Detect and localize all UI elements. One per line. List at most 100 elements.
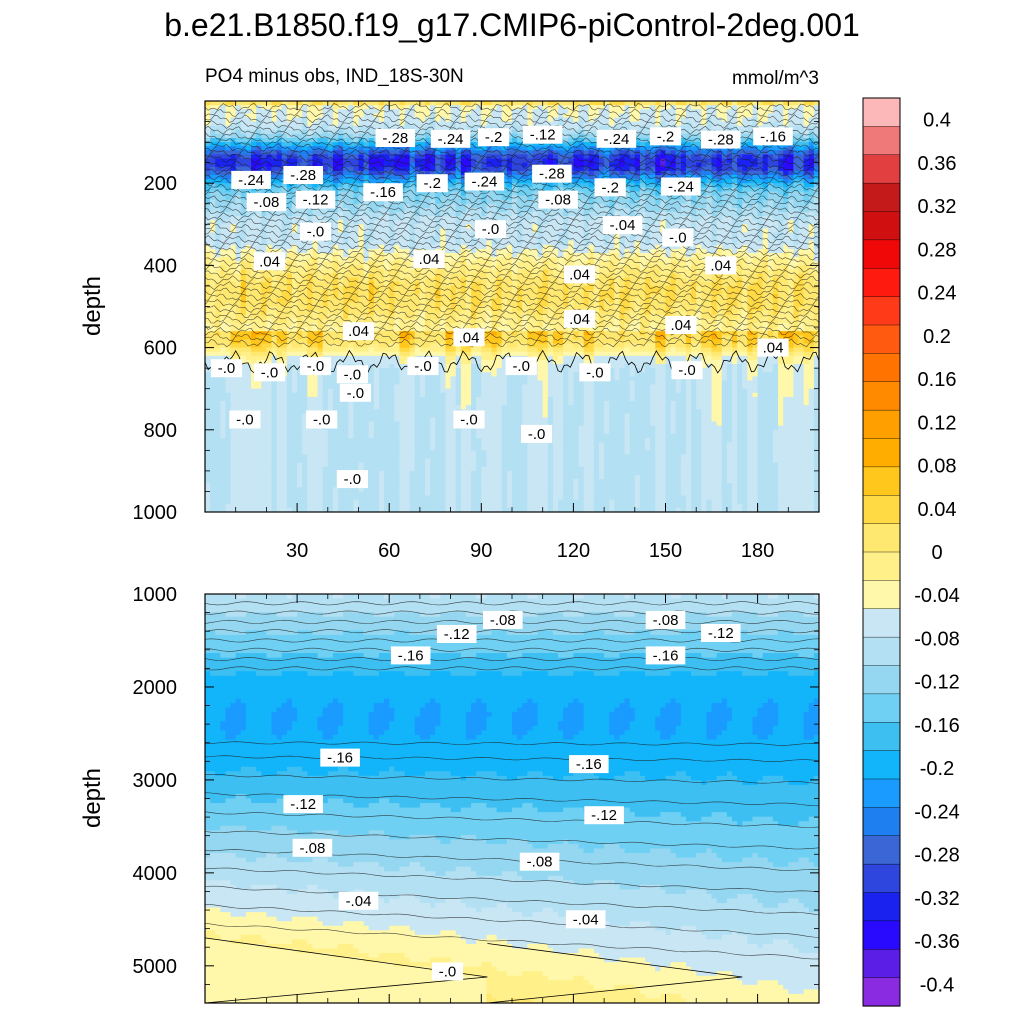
upper-fill-cell [240,339,247,345]
upper-fill-cell [271,277,278,283]
upper-fill-cell [205,195,211,201]
upper-fill-cell [205,376,211,382]
upper-fill-cell [302,339,308,345]
upper-fill-cell [419,125,426,131]
upper-fill-cell [261,109,267,114]
upper-fill-cell [363,105,370,110]
upper-fill-cell [404,244,411,250]
upper-fill-cell [430,421,436,427]
upper-fill-cell [215,470,221,476]
upper-fill-cell [373,203,380,209]
upper-fill-cell [215,166,221,172]
upper-fill-cell [312,405,319,410]
upper-fill-cell [455,401,462,406]
upper-fill-cell [414,425,421,431]
upper-fill-cell [332,331,339,336]
upper-fill-cell [399,265,406,271]
upper-fill-cell [297,421,303,427]
upper-fill-cell [322,466,329,472]
upper-fill-cell [373,491,380,497]
upper-fill-cell [261,146,267,151]
upper-fill-cell [312,133,319,139]
upper-fill-cell [240,351,247,357]
upper-fill-cell [215,466,221,472]
upper-fill-cell [302,113,308,119]
upper-fill-cell [419,499,426,505]
upper-fill-cell [414,195,421,201]
upper-fill-cell [317,405,324,410]
upper-fill-cell [399,166,406,172]
upper-fill-cell [445,503,452,509]
upper-fill-cell [215,133,221,139]
upper-fill-cell [281,281,288,287]
upper-fill-cell [225,261,232,266]
upper-fill-cell [220,125,227,131]
upper-fill-cell [245,306,252,312]
upper-fill-cell [225,429,232,435]
upper-fill-cell [399,409,406,414]
upper-fill-cell [338,191,344,197]
upper-fill-cell [240,405,247,410]
upper-fill-cell [276,446,283,451]
upper-fill-cell [430,281,436,287]
upper-fill-cell [210,438,216,443]
upper-fill-cell [445,355,452,361]
upper-fill-cell [409,183,416,188]
upper-fill-cell [256,438,262,443]
upper-fill-cell [394,372,401,377]
upper-fill-cell [307,446,314,451]
upper-fill-cell [276,290,283,295]
upper-fill-cell [404,376,411,382]
upper-fill-cell [425,232,431,238]
upper-fill-cell [276,401,283,406]
upper-fill-cell [363,203,370,209]
upper-fill-cell [220,409,227,414]
upper-fill-cell [440,306,447,312]
upper-fill-cell [348,137,354,143]
upper-fill-cell [435,401,441,406]
upper-fill-cell [210,101,216,106]
upper-fill-cell [435,322,441,328]
upper-fill-cell [384,359,390,365]
upper-fill-cell [445,248,452,254]
upper-fill-cell [419,298,426,303]
upper-fill-cell [435,491,441,497]
upper-fill-cell [271,438,278,443]
upper-fill-cell [291,121,298,127]
upper-fill-cell [235,265,242,271]
upper-fill-cell [281,454,288,460]
upper-fill-cell [261,162,267,168]
upper-fill-cell [338,199,344,205]
upper-fill-cell [327,401,334,406]
upper-fill-cell [225,331,232,336]
upper-fill-cell [266,396,273,402]
upper-fill-cell [332,372,339,377]
upper-fill-cell [450,224,457,230]
upper-fill-cell [332,261,339,266]
upper-fill-cell [430,232,436,238]
upper-fill-cell [286,335,293,340]
upper-fill-cell [409,187,416,193]
upper-fill-cell [266,401,273,406]
upper-fill-cell [256,146,262,151]
upper-fill-cell [440,302,447,308]
upper-fill-cell [394,433,401,439]
upper-fill-cell [256,310,262,316]
upper-fill-cell [291,261,298,266]
upper-fill-cell [210,310,216,316]
upper-fill-cell [205,269,211,275]
upper-fill-cell [343,339,349,345]
upper-fill-cell [322,101,329,106]
upper-fill-cell [368,351,375,357]
upper-fill-cell [455,446,462,451]
upper-fill-cell [414,331,421,336]
upper-fill-cell [235,491,242,497]
upper-fill-cell [215,220,221,225]
upper-fill-cell [220,113,227,119]
upper-fill-cell [373,306,380,312]
upper-fill-cell [261,216,267,221]
upper-fill-cell [245,507,252,512]
upper-fill-cell [445,113,452,119]
upper-fill-cell [261,462,267,468]
upper-fill-cell [235,191,242,197]
